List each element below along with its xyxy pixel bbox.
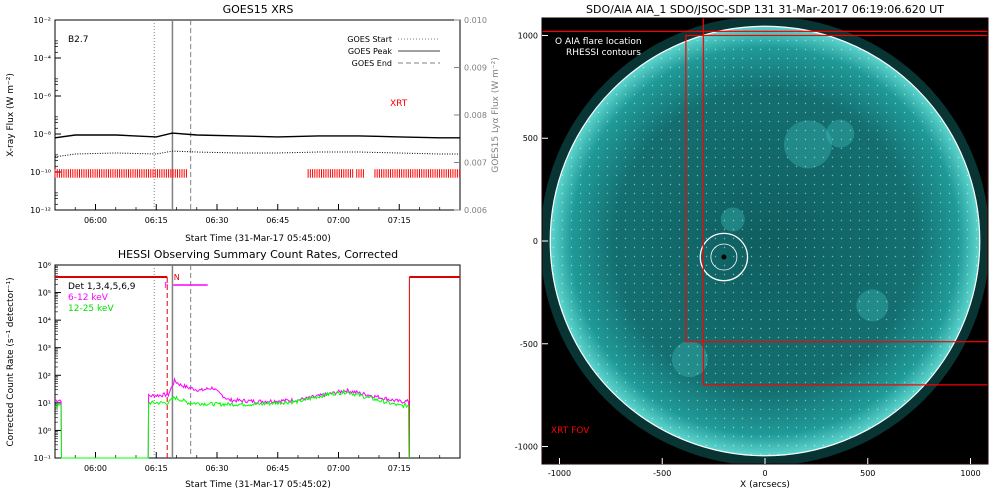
hessi-y-tick-label: 10³: [38, 344, 51, 353]
goes-x-tick-label: 07:00: [327, 216, 350, 225]
goes-series-group: [54, 132, 460, 158]
aia-x-tick-label: -500: [653, 469, 671, 478]
hessi-6-12-line: [54, 376, 410, 459]
goes-xrt-label: XRT: [390, 99, 408, 109]
aia-y-tick-label: 0: [533, 237, 538, 246]
hessi-x-tick-label: 06:15: [145, 464, 168, 473]
aia-y-tick-label: 1000: [518, 31, 538, 40]
goes-y2-tick-label: 0.010: [464, 16, 487, 25]
xrt-fov-box: [542, 30, 988, 464]
xrt-fov-boxes: [542, 18, 988, 464]
hessi-y-axis: 10⁻¹ 10⁰ 10¹ 10² 10³ 10⁴ 10⁵ 10⁶: [33, 261, 61, 463]
goes-y-tick-label: 10⁻¹⁰: [30, 168, 51, 177]
goes-y2-tick-label: 0.009: [464, 64, 487, 73]
hessi-series-group: [54, 376, 410, 459]
hessi-x-axis: 06:00 06:15 06:30 06:45 07:00 07:15: [74, 452, 441, 473]
hessi-flags: FN: [164, 273, 208, 290]
legend-goes-peak: GOES Peak: [348, 47, 393, 56]
goes-x-tick-label: 06:45: [266, 216, 289, 225]
hessi-det-label: Det 1,3,4,5,6,9: [68, 282, 136, 292]
xrt-fov-box: [685, 34, 988, 343]
aia-x-label: X (arcsecs): [740, 480, 790, 490]
flag-f-label: F: [164, 281, 169, 290]
goes-x-label: Start Time (31-Mar-17 05:45:00): [185, 234, 331, 244]
hessi-y-tick-label: 10⁰: [38, 426, 51, 435]
hessi-plot-frame: [54, 264, 461, 459]
goes-class-label: B2.7: [68, 35, 89, 45]
hessi-legend-12-25: 12-25 keV: [68, 304, 114, 314]
goes-x-tick-label: 06:15: [145, 216, 168, 225]
legend-goes-end: GOES End: [352, 59, 392, 68]
goes-y2-tick-label: 0.007: [464, 159, 487, 168]
hessi-x-tick-label: 06:30: [205, 464, 228, 473]
aia-legend-flare: O AIA flare location: [555, 37, 642, 47]
goes-title: GOES15 XRS: [223, 3, 294, 16]
goes-x-tick-label: 06:30: [205, 216, 228, 225]
goes-y2-tick-label: 0.006: [464, 206, 487, 215]
goes-x-tick-label: 07:15: [388, 216, 411, 225]
hessi-x-tick-label: 06:00: [84, 464, 107, 473]
goes-short-channel-line: [54, 150, 460, 158]
hessi-y-tick-label: 10²: [38, 371, 51, 380]
xrt-coverage-bars: [54, 169, 461, 178]
flare-location-circle: [699, 232, 749, 282]
aia-x-tick-label: -1000: [548, 469, 571, 478]
legend-goes-start: GOES Start: [347, 35, 392, 44]
goes-y-tick-label: 10⁻⁶: [33, 92, 51, 101]
aia-y-tick-label: -500: [520, 340, 538, 349]
aia-title: SDO/AIA AIA_1 SDO/JSOC-SDP 131 31-Mar-20…: [586, 3, 944, 16]
goes-y2-label: GOES15 Lyα Flux (W m⁻²): [491, 57, 501, 173]
hessi-x-tick-label: 07:15: [388, 464, 411, 473]
aia-fov-label: XRT FOV: [551, 426, 590, 436]
aia-legend-rhessi: RHESSI contours: [566, 48, 641, 58]
xrt-fov-box: [702, 18, 988, 386]
aia-axes: -1000 -500 0 500 1000 -1000 -500 0 500 1000: [515, 31, 981, 478]
goes-legend: GOES Start GOES Peak GOES End: [347, 35, 440, 68]
rhessi-contour: [710, 243, 738, 271]
goes-y-tick-label: 10⁻²: [33, 16, 51, 25]
hessi-panel: HESSI Observing Summary Count Rates, Cor…: [6, 248, 461, 490]
goes-event-markers: [153, 20, 192, 210]
aia-y-tick-label: 500: [523, 134, 538, 143]
goes-y-tick-label: 10⁻⁴: [33, 54, 51, 63]
hessi-y-tick-label: 10⁵: [38, 289, 51, 298]
rhessi-grid-dots: [550, 26, 980, 456]
flag-n-label: N: [174, 273, 180, 282]
goes-panel: GOES15 XRS 10⁻¹² 10⁻¹⁰ 10⁻⁸ 10⁻⁶ 10⁻⁴ 10⁻² 0.…: [6, 3, 501, 244]
hessi-12-25-line: [54, 388, 410, 459]
hessi-x-tick-label: 06:45: [266, 464, 289, 473]
solar-limb: [549, 25, 981, 457]
hessi-legend-6-12: 6-12 keV: [68, 293, 109, 303]
hessi-title: HESSI Observing Summary Count Rates, Cor…: [118, 248, 398, 261]
goes-right-axis: 0.006 0.007 0.008 0.009 0.010: [454, 16, 487, 215]
aia-x-tick-label: 1000: [960, 469, 980, 478]
aia-x-tick-label: 0: [762, 469, 767, 478]
goes-x-axis: 06:00 06:15 06:30 06:45 07:00 07:15: [74, 204, 441, 225]
hessi-y-tick-label: 10⁴: [38, 316, 51, 325]
goes-long-channel-line: [54, 132, 460, 139]
hessi-y-label: Corrected Count Rate (s⁻¹ detector⁻¹): [6, 277, 16, 446]
hessi-y-tick-label: 10¹: [38, 399, 51, 408]
hessi-x-tick-label: 07:00: [327, 464, 350, 473]
goes-y-axis: 10⁻¹² 10⁻¹⁰ 10⁻⁸ 10⁻⁶ 10⁻⁴ 10⁻²: [30, 16, 61, 215]
hessi-x-label: Start Time (31-Mar-17 05:45:02): [185, 480, 331, 490]
goes-y-tick-label: 10⁻⁸: [33, 130, 51, 139]
flare-kernel: [721, 254, 727, 260]
hessi-y-tick-label: 10⁶: [38, 261, 51, 270]
aia-panel: SDO/AIA AIA_1 SDO/JSOC-SDP 131 31-Mar-20…: [515, 3, 989, 490]
hessi-y-tick-label: 10⁻¹: [33, 454, 51, 463]
hessi-event-markers: [153, 265, 192, 458]
goes-plot-frame: [54, 19, 461, 211]
goes-y-tick-label: 10⁻¹²: [30, 206, 51, 215]
hessi-night-segments: [55, 276, 460, 458]
goes-x-tick-label: 06:00: [84, 216, 107, 225]
goes-y-label: X-ray Flux (W m⁻²): [6, 73, 16, 157]
aia-y-tick-label: -1000: [515, 443, 538, 452]
sun-disk-group: [542, 18, 988, 464]
aia-x-tick-label: 500: [860, 469, 875, 478]
goes-y2-tick-label: 0.008: [464, 111, 487, 120]
